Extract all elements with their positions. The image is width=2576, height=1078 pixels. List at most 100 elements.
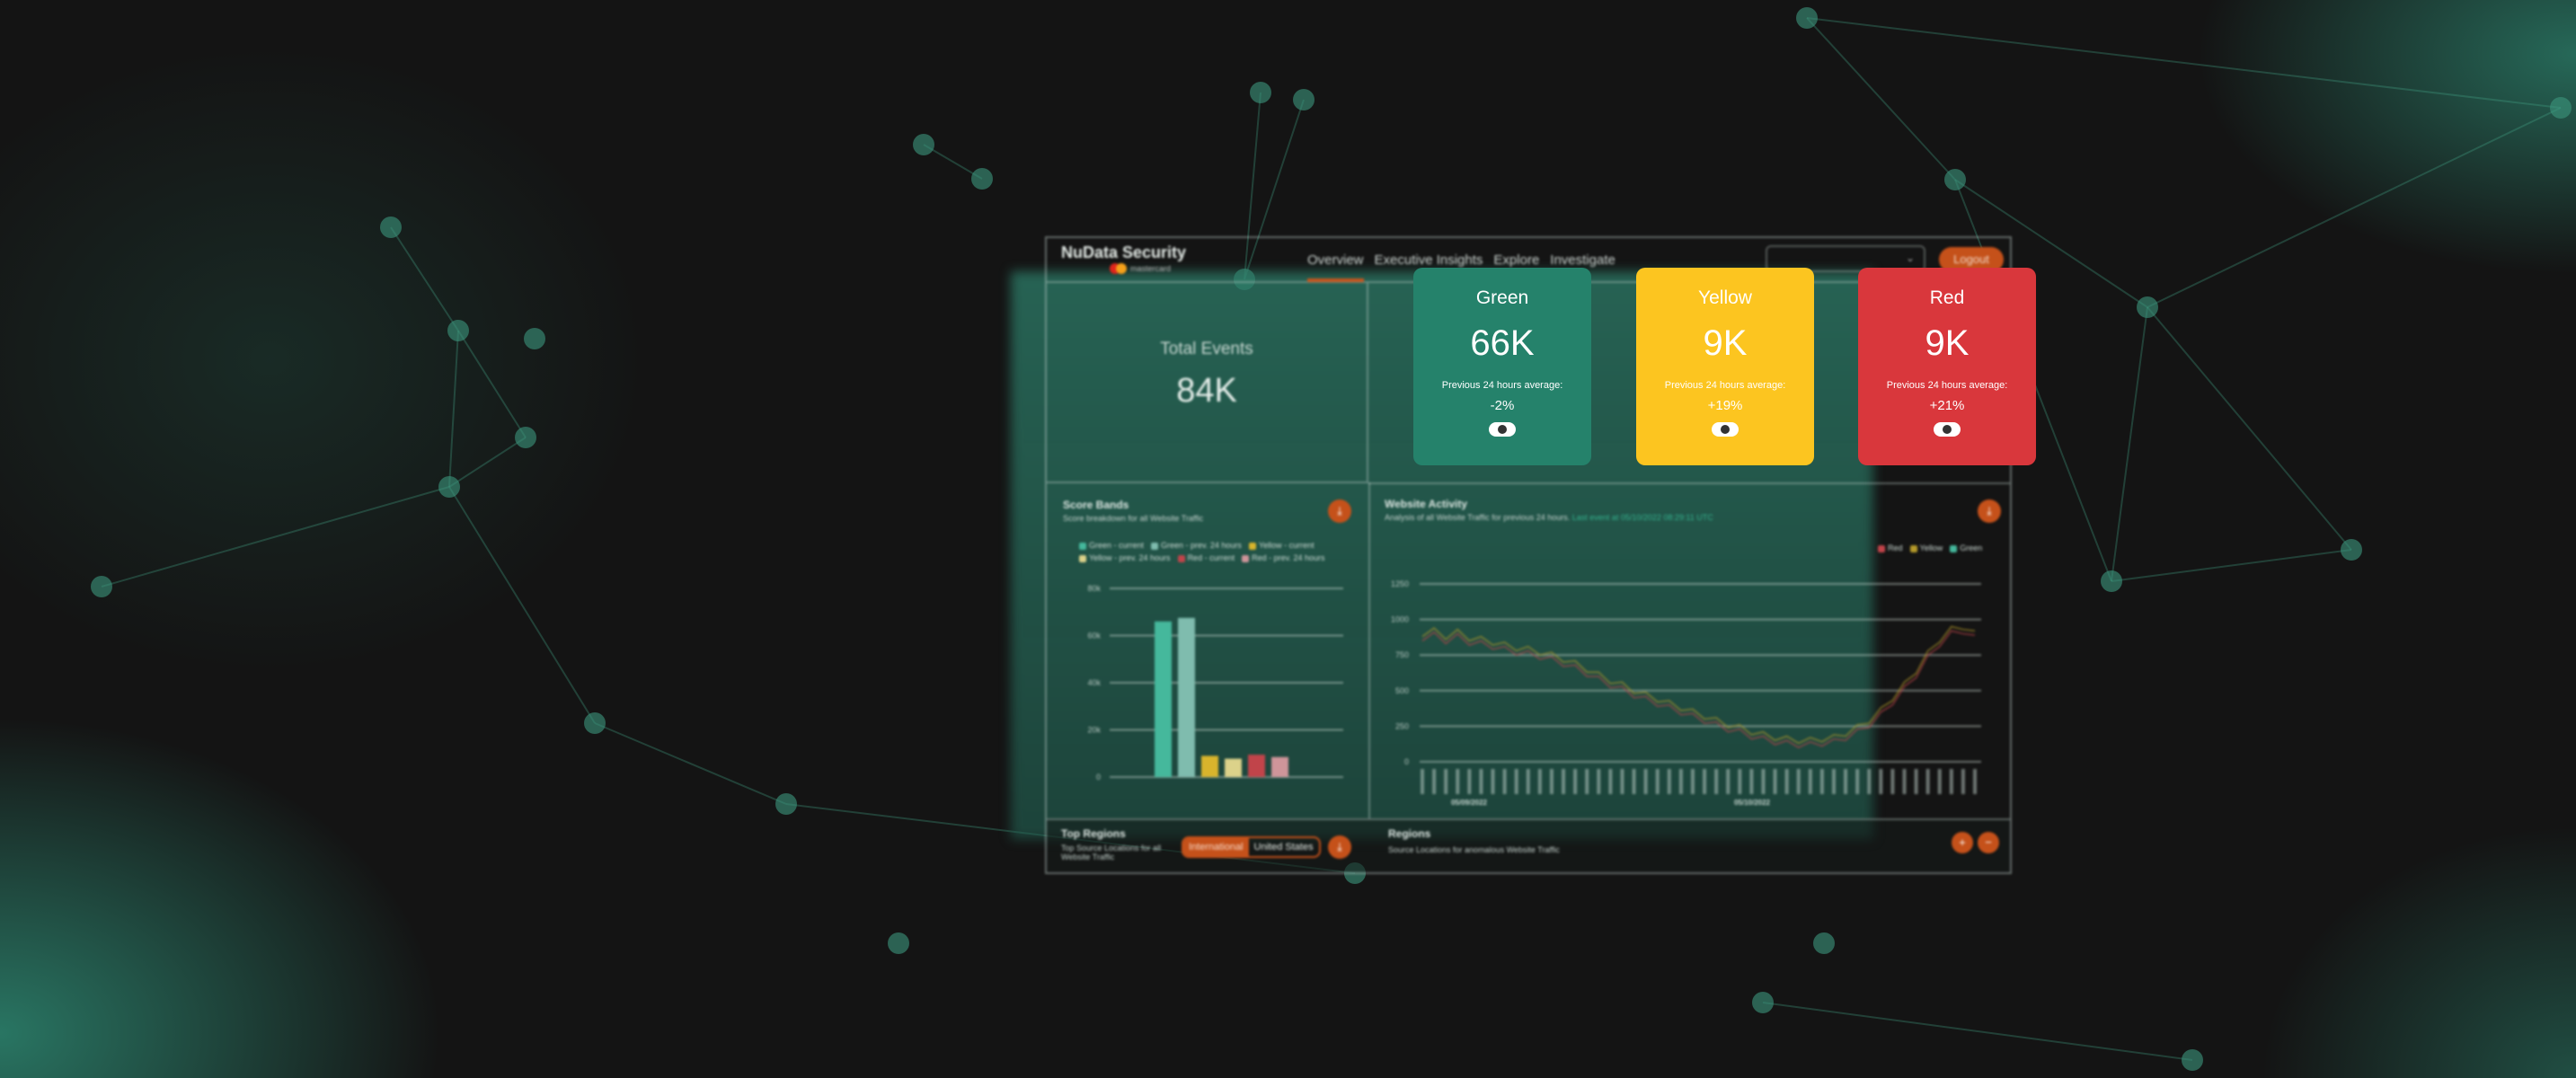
x-tick-label <box>1467 769 1472 794</box>
x-tick-label <box>1773 769 1777 794</box>
legend-label: Green - prev. 24 hours <box>1161 541 1242 550</box>
zoom-out-button[interactable]: − <box>1978 832 1999 853</box>
network-edge <box>594 722 787 805</box>
network-node <box>1250 82 1271 103</box>
zoom-in-button[interactable]: + <box>1952 832 1973 853</box>
divider <box>1368 482 2010 484</box>
card-change: +19% <box>1707 398 1743 413</box>
date-label: 05/10/2022 <box>1734 799 1771 807</box>
network-edge <box>1244 99 1305 280</box>
bar[interactable] <box>1225 758 1242 777</box>
activity-legend: Red Yellow Green <box>1878 543 1982 552</box>
series-line-red[interactable] <box>1421 630 1976 749</box>
x-tick-label <box>1808 769 1812 794</box>
bar[interactable] <box>1155 621 1172 777</box>
legend-item[interactable]: Yellow - prev. 24 hours <box>1079 553 1171 562</box>
x-tick-label <box>1819 769 1824 794</box>
card-toggle[interactable] <box>1712 422 1739 437</box>
bar[interactable] <box>1248 755 1265 777</box>
x-tick-label <box>1549 769 1554 794</box>
network-node <box>584 712 606 734</box>
chevron-down-icon: ⌄ <box>1905 252 1915 264</box>
y-tick-label: 0 <box>1404 757 1409 766</box>
account-select[interactable]: ⌄ <box>1766 245 1925 272</box>
network-edge <box>390 226 459 331</box>
tab-united-states[interactable]: United States <box>1253 842 1314 853</box>
bottom-panels: Top Regions Top Source Locations for all… <box>1047 818 2010 872</box>
x-tick-label <box>1925 769 1930 794</box>
nav-investigate[interactable]: Investigate <box>1550 252 1616 268</box>
divider <box>1368 482 1370 818</box>
network-node <box>438 476 460 498</box>
network-node <box>971 168 993 190</box>
top-regions-subtitle: Top Source Locations for all Website Tra… <box>1061 844 1162 862</box>
bar[interactable] <box>1178 617 1195 777</box>
download-icon: ⤓ <box>1337 840 1342 853</box>
x-tick-label <box>1949 769 1953 794</box>
card-value: 9K <box>1703 323 1748 363</box>
x-tick-label <box>1643 769 1648 794</box>
x-tick-label <box>1562 769 1566 794</box>
legend-item[interactable]: Red - current <box>1177 553 1235 562</box>
legend-item[interactable]: Red - prev. 24 hours <box>1242 553 1324 562</box>
card-name: Green <box>1475 287 1529 308</box>
network-node <box>888 932 909 954</box>
bar[interactable] <box>1271 756 1288 777</box>
regions-subtitle: Source Locations for anomalous Website T… <box>1388 845 1560 854</box>
tab-international[interactable]: International <box>1183 838 1249 856</box>
network-node <box>775 793 797 815</box>
network-node <box>1796 7 1818 29</box>
network-edge <box>101 486 450 588</box>
legend-item[interactable]: Green - current <box>1079 541 1144 550</box>
x-tick-label <box>1714 769 1719 794</box>
card-toggle[interactable] <box>1489 422 1516 437</box>
legend-item[interactable]: Red <box>1878 543 1903 552</box>
main-nav: Overview Executive Insights Explore Inve… <box>1307 252 1616 282</box>
score-bands-subtitle: Score breakdown for all Website Traffic <box>1063 514 1204 523</box>
card-value: 9K <box>1925 323 1970 363</box>
network-node <box>913 134 934 155</box>
y-tick-label: 80k <box>1087 584 1101 593</box>
legend-item[interactable]: Green <box>1950 543 1982 552</box>
legend-item[interactable]: Green - prev. 24 hours <box>1151 541 1242 550</box>
dashboard: NuData Security mastercard Overview Exec… <box>1045 236 2012 874</box>
nav-explore[interactable]: Explore <box>1493 252 1540 268</box>
legend-label: Red <box>1888 543 1903 552</box>
activity-chart: 0 250 500 750 1000 1250 05/09/2022 05/10/2022 <box>1391 579 1981 807</box>
last-event: Last event at 05/10/2022 08:29:11 UTC <box>1571 513 1713 522</box>
nav-overview[interactable]: Overview <box>1307 252 1364 282</box>
y-tick-label: 60k <box>1087 632 1101 641</box>
x-tick-label <box>1855 769 1860 794</box>
card-name: Red <box>1929 287 1965 308</box>
network-node <box>2341 539 2362 561</box>
legend-item[interactable]: Yellow - current <box>1248 541 1315 550</box>
x-tick-label <box>1432 769 1437 794</box>
series-line-yellow[interactable] <box>1421 625 1976 745</box>
top-regions-title: Top Regions <box>1061 827 1126 840</box>
x-tick-label <box>1632 769 1636 794</box>
mastercard-logo: mastercard <box>1110 263 1171 274</box>
legend-label: Yellow - current <box>1258 541 1315 550</box>
activity-download-button[interactable]: ⤓ <box>1978 499 2001 523</box>
download-icon: ⤓ <box>1337 504 1342 517</box>
network-edge <box>457 330 527 438</box>
x-tick-label <box>1608 769 1613 794</box>
x-tick-label <box>1456 769 1460 794</box>
x-tick-label <box>1867 769 1872 794</box>
legend-label: Green <box>1960 543 1983 552</box>
total-events: Total Events 84K <box>1047 283 1368 483</box>
top-regions-download-button[interactable]: ⤓ <box>1328 835 1351 859</box>
x-tick-label <box>1902 769 1907 794</box>
nav-executive-insights[interactable]: Executive Insights <box>1374 252 1483 268</box>
x-tick-label <box>1537 769 1542 794</box>
card-green: Green 66K Previous 24 hours average: -2% <box>1413 268 1591 465</box>
x-tick-label <box>1597 769 1601 794</box>
score-bands-download-button[interactable]: ⤓ <box>1328 499 1351 523</box>
card-toggle[interactable] <box>1934 422 1961 437</box>
network-node <box>515 427 536 448</box>
bar[interactable] <box>1201 755 1218 777</box>
region-toggle: International United States <box>1182 836 1321 858</box>
card-yellow: Yellow 9K Previous 24 hours average: +19% <box>1636 268 1814 465</box>
x-tick-label <box>1703 769 1707 794</box>
legend-item[interactable]: Yellow <box>1909 543 1943 552</box>
